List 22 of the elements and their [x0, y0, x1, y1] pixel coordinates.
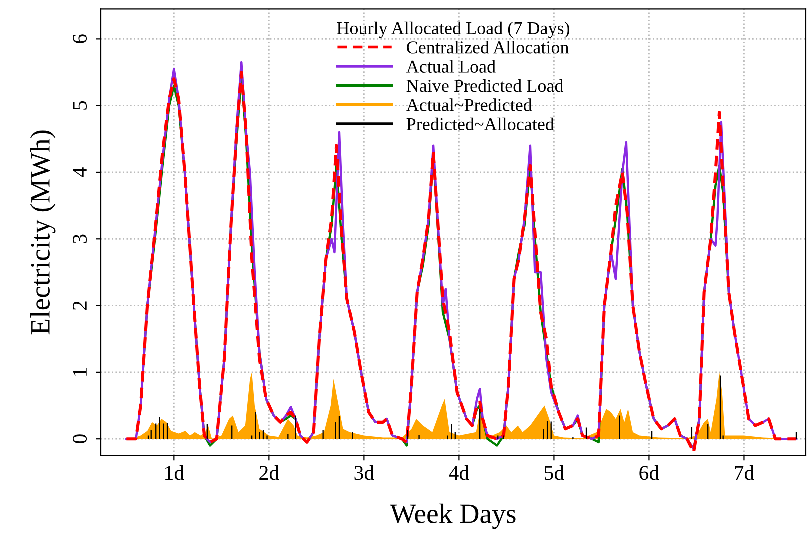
y-tick-label: 2	[73, 302, 87, 310]
y-tick-label: 4	[73, 168, 87, 178]
legend-label: Centralized Allocation	[407, 41, 569, 54]
legend-label: Naive Predicted Load	[406, 79, 564, 92]
x-tick-label: 4d	[449, 465, 470, 480]
y-tick-label: 5	[73, 101, 88, 110]
legend-label: Predicted~Allocated	[406, 118, 554, 131]
y-tick-label: 6	[73, 34, 88, 44]
x-tick-label: 2d	[260, 465, 280, 480]
x-tick-label: 3d	[354, 465, 374, 480]
y-axis-title: Electricity (MWh)	[30, 130, 56, 335]
y-tick-label: 0	[72, 434, 88, 444]
legend-label: Actual Load	[406, 60, 496, 73]
x-axis-title: Week Days	[390, 504, 516, 530]
x-tick-label: 5d	[544, 465, 564, 480]
x-tick-label: 1d	[166, 465, 184, 480]
legend-label: Actual~Predicted	[406, 98, 532, 112]
x-tick-label: 7d	[735, 465, 754, 480]
legend-title: Hourly Allocated Load (7 Days)	[337, 22, 570, 38]
y-tick-label: 3	[73, 234, 88, 244]
x-tick-label: 6d	[640, 465, 660, 480]
y-tick-label: 1	[73, 368, 87, 376]
